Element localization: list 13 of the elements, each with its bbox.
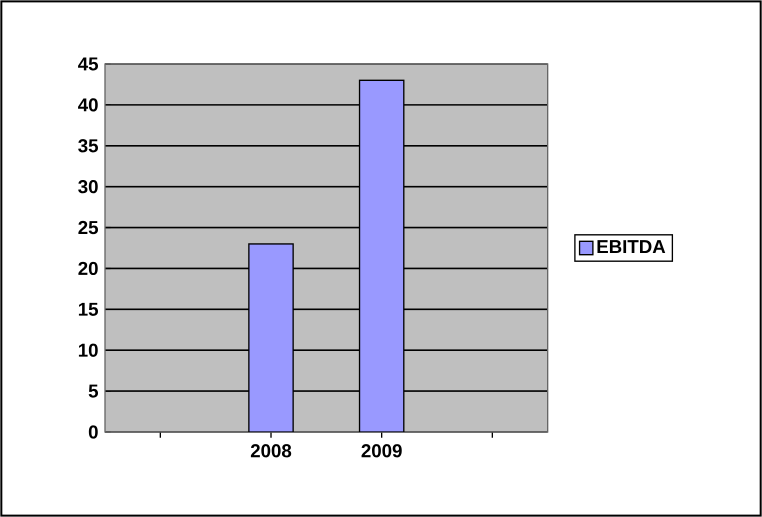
legend-label: EBITDA <box>597 240 666 254</box>
y-tick-label: 5 <box>88 384 98 398</box>
y-tick-label: 45 <box>78 57 98 71</box>
y-tick-label: 25 <box>78 220 98 234</box>
x-tick-label: 2009 <box>362 444 402 458</box>
y-tick-label: 10 <box>78 344 98 357</box>
y-tick-label: 0 <box>88 425 98 439</box>
x-tick-label: 2008 <box>250 444 292 458</box>
y-tick-label: 30 <box>78 180 98 194</box>
y-tick-label: 40 <box>78 98 98 112</box>
y-tick-label: 35 <box>78 139 98 152</box>
y-tick-label: 15 <box>78 302 98 316</box>
y-tick-label: 20 <box>78 262 98 276</box>
